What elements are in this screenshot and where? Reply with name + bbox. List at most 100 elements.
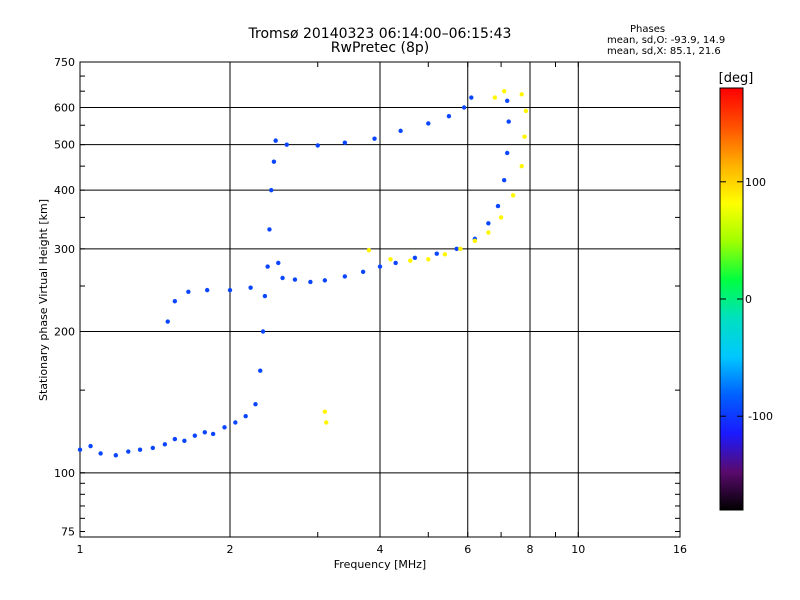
colorbar-ticks: 100 0 -100: [720, 176, 773, 423]
x-tick-label: 6: [464, 543, 471, 556]
data-point: [172, 299, 178, 304]
data-point: [280, 275, 285, 281]
data-point: [322, 409, 328, 414]
colorbar-tick-label: 100: [745, 176, 766, 189]
data-point: [408, 258, 413, 263]
data-point: [469, 95, 474, 100]
data-point: [88, 443, 93, 449]
data-point: [372, 136, 377, 141]
y-tick-label: 200: [54, 326, 75, 339]
data-point: [308, 279, 313, 285]
data-point: [342, 274, 348, 279]
data-point: [267, 227, 272, 232]
data-point: [322, 278, 328, 283]
x-tick-label: 1: [77, 543, 84, 556]
data-point: [192, 433, 198, 438]
phases-x-stats: mean, sd,X: 85.1, 21.6: [607, 46, 721, 57]
colorbar-tick-label: 0: [745, 293, 752, 306]
data-point: [137, 447, 143, 452]
x-axis-label: Frequency [MHz]: [334, 558, 426, 571]
x-tick-label: 10: [571, 543, 585, 556]
y-tick-label: 400: [54, 184, 75, 197]
data-point: [276, 260, 281, 266]
data-point: [186, 289, 191, 294]
data-points: [77, 88, 529, 458]
data-point: [284, 142, 289, 147]
y-axis-label: Stationary phase Virtual Height [km]: [37, 199, 50, 401]
data-point: [162, 442, 168, 447]
chart-subtitle: RwPretec (8p): [330, 40, 430, 56]
data-point: [519, 163, 524, 169]
data-point: [504, 150, 510, 156]
data-point: [202, 430, 207, 435]
data-point: [113, 453, 119, 458]
x-tick-label: 4: [377, 543, 384, 556]
data-point: [227, 287, 233, 293]
colorbar-tick-label: -100: [748, 410, 773, 423]
data-point: [442, 252, 448, 257]
data-point: [260, 329, 266, 334]
data-point: [523, 108, 529, 114]
data-point: [510, 193, 516, 198]
data-point: [182, 438, 187, 444]
data-point: [498, 215, 504, 220]
data-point: [126, 449, 131, 454]
data-point: [292, 277, 298, 282]
data-point: [492, 95, 498, 100]
data-point: [172, 436, 178, 442]
data-point: [393, 260, 398, 266]
data-point: [243, 414, 248, 419]
y-tick-label: 500: [54, 139, 75, 152]
data-point: [262, 293, 268, 299]
phases-heading: Phases: [630, 24, 666, 35]
data-point: [458, 246, 463, 252]
data-point: [398, 128, 403, 134]
y-tick-label: 600: [54, 101, 75, 114]
data-point: [501, 88, 507, 94]
data-point: [77, 447, 83, 452]
data-point: [233, 420, 238, 425]
y-tick-label: 750: [54, 56, 75, 69]
data-point: [495, 203, 501, 209]
ticks: [79, 61, 680, 537]
data-point: [265, 264, 270, 269]
data-point: [222, 425, 227, 430]
y-tick-label: 75: [61, 525, 75, 538]
data-point: [519, 92, 524, 97]
data-point: [506, 119, 511, 124]
data-point: [426, 121, 431, 126]
phases-o-stats: mean, sd,O: -93.9, 14.9: [607, 35, 726, 46]
data-point: [504, 98, 510, 104]
tick-labels: 1 2 4 6 8 10 16 75 100 200 300 400 500 600 750: [54, 56, 687, 556]
data-point: [426, 257, 431, 262]
data-point: [472, 238, 478, 244]
data-point: [269, 187, 274, 193]
data-point: [388, 257, 393, 262]
data-point: [486, 221, 491, 226]
data-point: [412, 255, 418, 261]
x-tick-label: 8: [527, 543, 534, 556]
data-point: [315, 143, 320, 148]
data-point: [150, 445, 156, 451]
y-tick-label: 300: [54, 243, 75, 256]
data-point: [98, 451, 103, 456]
data-point: [377, 264, 383, 269]
chart-title: Tromsø 20140323 06:14:00–06:15:43: [248, 26, 512, 42]
data-point: [253, 402, 258, 407]
data-point: [360, 269, 366, 275]
data-point: [273, 138, 278, 143]
colorbar-label: [deg]: [719, 71, 754, 86]
data-point: [210, 431, 216, 437]
x-tick-label: 16: [673, 543, 687, 556]
data-point: [324, 420, 329, 425]
grid: [80, 62, 680, 537]
data-point: [366, 247, 372, 253]
data-point: [271, 159, 277, 164]
data-point: [248, 285, 253, 290]
data-point: [446, 113, 452, 119]
data-point: [434, 251, 439, 256]
data-point: [461, 105, 467, 110]
data-point: [258, 368, 263, 373]
data-point: [486, 230, 491, 235]
